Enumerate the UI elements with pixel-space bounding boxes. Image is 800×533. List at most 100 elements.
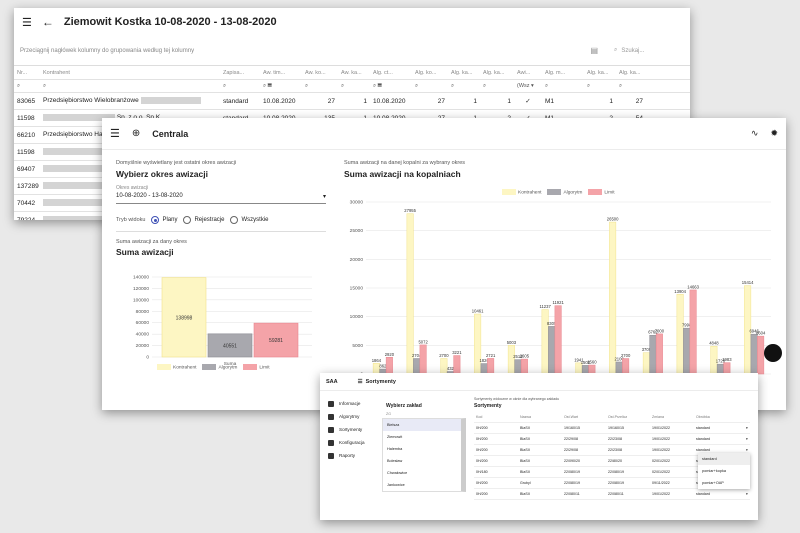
radio-wszystkie[interactable]: Wszystkie [230, 216, 268, 224]
data-label: 40551 [223, 343, 237, 349]
col-header[interactable]: Zapisa... [223, 69, 245, 76]
col-header[interactable]: Aw. tim... [263, 69, 286, 76]
filter-select[interactable]: (Wsz ▾ [517, 83, 534, 89]
filter-search-icon[interactable]: ⌕ [43, 82, 47, 89]
table-row[interactable]: 83065 Przedsiębiorstwo Wielobranżowe stan… [14, 93, 690, 110]
th[interactable]: Obróbka [696, 415, 710, 419]
filter-search-icon[interactable]: ⌕ [545, 82, 549, 89]
filter-search-icon[interactable]: ⌕ [619, 82, 623, 89]
legend-item[interactable]: Algorytm [202, 364, 237, 370]
col-header[interactable]: Kontrahent [43, 69, 70, 76]
nav-item-algorytmy[interactable]: Algorytmy [320, 410, 380, 423]
th[interactable]: Nazwa [520, 415, 531, 419]
col-header[interactable]: Alg. ka... [619, 69, 641, 76]
col-header[interactable]: Awi... [517, 69, 531, 76]
legend-item[interactable]: Limit [243, 364, 270, 370]
th[interactable]: Ost.Przelicz [608, 415, 628, 419]
table-row[interactable]: 0H/200 BIaSII 22/29/08 22/23/08 19/01/2022 st… [474, 445, 750, 456]
radio-plany[interactable]: Plany [151, 216, 177, 224]
filter-calendar-icon[interactable]: ⌕ ▦ [373, 82, 382, 89]
legend-item[interactable]: Kontrahent [157, 364, 196, 370]
table-row[interactable]: 0H/200 BIaSII 22/29/08 22/23/08 19/01/2022 st… [474, 434, 750, 445]
cell-mode: M1 [545, 97, 555, 105]
filter-search-icon[interactable]: ⌕ [451, 82, 455, 89]
radio-rejestracje[interactable]: Rejestracje [183, 216, 224, 224]
menu-icon[interactable]: ☰ [110, 128, 120, 140]
export-icon[interactable]: ▤ [590, 46, 598, 55]
bar [750, 333, 758, 375]
dropdown-option[interactable]: standard [698, 453, 750, 465]
obrobka-select[interactable]: standard [696, 437, 710, 441]
filter-search-icon[interactable]: ⌕ [587, 82, 591, 89]
filter-search-icon[interactable]: ⌕ [483, 82, 487, 89]
dropdown-option[interactable]: pomiar+OAP [702, 481, 724, 485]
filter-calendar-icon[interactable]: ⌕ ▦ [263, 82, 272, 89]
period-select-value: 10-08-2020 - 13-08-2020 [116, 193, 183, 199]
y-tick-label: 0 [146, 355, 149, 361]
cell: 19/160/15 [564, 426, 580, 430]
obrobka-select[interactable]: standard [696, 492, 710, 496]
dropdown-arrow-icon[interactable]: ▾ [746, 426, 748, 430]
zaklad-item[interactable]: Halemba [387, 447, 403, 451]
chat-bubble-icon[interactable] [764, 344, 782, 362]
th[interactable]: Ost.Wart [564, 415, 579, 419]
dropdown-arrow-icon[interactable]: ▾ [746, 448, 748, 452]
zaklad-list[interactable]: Bielsza Ziemowit Halemba Bolesław Chwało… [382, 418, 466, 492]
filter-search-icon[interactable]: ⌕ [341, 82, 345, 89]
obrobka-select[interactable]: standard [696, 426, 710, 430]
dropdown-arrow-icon[interactable]: ▾ [746, 437, 748, 441]
zaklad-item[interactable]: Bielsza [383, 419, 461, 431]
data-label: 1720 [716, 359, 726, 364]
grid-search[interactable]: ⌕ Szukaj... [614, 47, 684, 54]
col-header[interactable]: Alg. ka... [451, 69, 473, 76]
zaklad-panel: Wybierz zakład ZG Bielsza Ziemowit Halem… [382, 395, 466, 492]
col-header[interactable]: Alg. ka... [587, 69, 609, 76]
nav-item-konfiguracja[interactable]: Konfiguracja [320, 436, 380, 449]
legend-item[interactable]: Limit [588, 189, 615, 195]
filter-search-icon[interactable]: ⌕ [17, 82, 21, 89]
col-header[interactable]: Alg. ka... [483, 69, 505, 76]
obrobka-select[interactable]: standard [696, 448, 710, 452]
data-label: 2721 [486, 353, 496, 358]
cell: 0H/200 [476, 426, 488, 430]
nav-item-raporty[interactable]: Raporty [320, 449, 380, 462]
col-header[interactable]: Nr... [17, 69, 28, 76]
nav-item-informacje[interactable]: Informacje [320, 397, 380, 410]
dropdown-arrow-icon[interactable]: ▾ [746, 492, 748, 496]
th[interactable]: Kod [476, 415, 483, 419]
cell: 22/23/08 [608, 437, 622, 441]
col-header[interactable]: Aw. ko... [305, 69, 326, 76]
filter-search-icon[interactable]: ⌕ [305, 82, 309, 89]
period-select[interactable]: 10-08-2020 - 13-08-2020 ▾ [116, 191, 326, 204]
legend-item[interactable]: Algorytm [547, 189, 582, 195]
col-header[interactable]: Aw. ka... [341, 69, 362, 76]
legend-item[interactable]: Kontrahent [502, 189, 541, 195]
table-row[interactable]: 79224 [14, 212, 690, 220]
filter-search-icon[interactable]: ⌕ [223, 82, 227, 89]
zaklad-item[interactable]: Ziemowit [387, 435, 403, 439]
bar [253, 322, 299, 358]
th[interactable]: Zmiana [652, 415, 664, 419]
dropdown-option[interactable]: pomiar+kopka [702, 469, 726, 473]
table-row[interactable]: 0H/200 BIaSII 19/160/15 19/160/15 19/01/2022… [474, 423, 750, 434]
zaklad-label: ZG [386, 412, 391, 416]
filter-search-icon[interactable]: ⌕ [415, 82, 419, 89]
zaklad-item[interactable]: Jankowice [387, 483, 405, 487]
menu-icon[interactable]: ☰ [357, 378, 363, 385]
table-row[interactable]: 0H/200 BIaSII 22/080/11 22/080/11 19/01/2022… [474, 489, 750, 500]
zaklad-item[interactable]: Bolesław [387, 459, 403, 463]
col-header[interactable]: Alg. m... [545, 69, 566, 76]
info-icon [328, 400, 334, 407]
menu-icon[interactable]: ☰ [22, 16, 32, 29]
nav-item-sortymenty[interactable]: Sortymenty [320, 423, 380, 436]
back-arrow-icon[interactable]: ← [41, 15, 54, 29]
group-panel[interactable]: Przeciągnij nagłówek kolumny do grupowan… [14, 36, 690, 66]
bug-icon[interactable]: ✹ [770, 128, 778, 138]
bar [514, 359, 522, 375]
left-panel: Domyślnie wyświetlany jest ostatni okres… [116, 160, 326, 257]
col-header[interactable]: Alg. ko... [415, 69, 437, 76]
zaklad-item[interactable]: Chwałowice [387, 471, 408, 475]
col-header[interactable]: Alg. ct... [373, 69, 393, 76]
activity-icon[interactable]: ∿ [750, 128, 759, 138]
window-c-title: Sortymenty [365, 378, 396, 385]
